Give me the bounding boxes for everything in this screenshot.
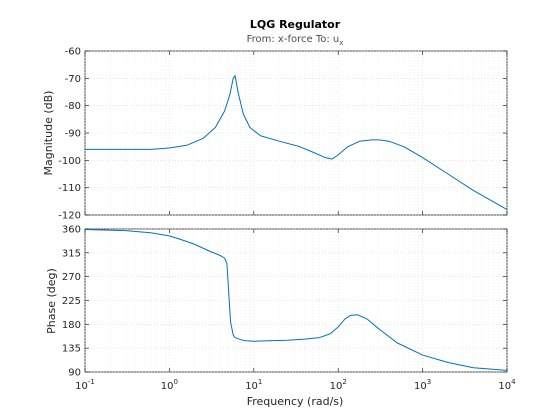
magnitude-y-tick-label: -60	[65, 47, 81, 58]
x-tick-label: 100	[161, 378, 178, 392]
magnitude-y-tick-label: -100	[58, 156, 81, 167]
x-tick-label: 103	[414, 378, 431, 392]
magnitude-y-tick-label: -80	[65, 101, 81, 112]
phase-y-tick-label: 90	[68, 368, 81, 379]
magnitude-series-line	[85, 75, 508, 210]
x-tick-label: 10-1	[75, 378, 95, 392]
magnitude-y-tick-label: -70	[65, 74, 81, 85]
x-tick-label: 101	[245, 378, 262, 392]
phase-panel: 360 315 270 225 180 135 90	[62, 225, 508, 379]
chart-subtitle: From: x-force To: ux	[247, 34, 344, 47]
phase-y-tick-label: 225	[62, 296, 81, 307]
phase-axis-label: Phase (deg)	[45, 268, 58, 334]
magnitude-axis-label: Magnitude (dB)	[42, 91, 55, 176]
phase-y-tick-label: 135	[62, 344, 81, 355]
magnitude-y-tick-label: -110	[58, 183, 81, 194]
phase-y-tick-label: 360	[62, 225, 81, 236]
phase-y-tick-label: 315	[62, 248, 81, 259]
chart-title: LQG Regulator	[250, 18, 341, 31]
x-tick-label: 104	[498, 378, 516, 392]
phase-series-line	[84, 229, 508, 371]
phase-y-tick-label: 180	[62, 320, 81, 331]
magnitude-y-tick-label: -120	[58, 211, 81, 222]
magnitude-panel: -60 -70 -80 -90 -100 -110 -120	[58, 47, 508, 222]
x-tick-label: 102	[330, 378, 347, 392]
phase-y-tick-label: 270	[62, 272, 81, 283]
magnitude-y-tick-label: -90	[65, 129, 81, 140]
frequency-axis-label: Frequency (rad/s)	[247, 395, 344, 408]
